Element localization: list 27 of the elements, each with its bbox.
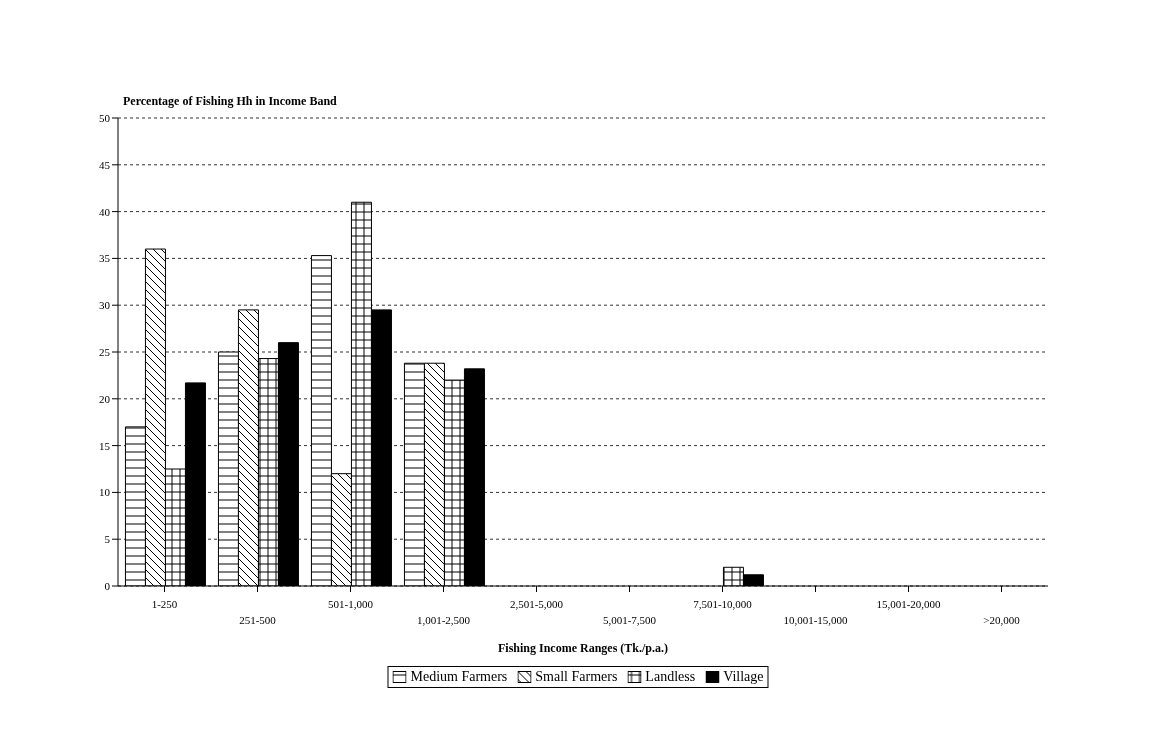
x-tick-label: 2,501-5,000 (509, 598, 564, 610)
x-tick-label: 1,001-2,500 (416, 614, 471, 626)
legend-label: Small Farmers (535, 669, 618, 685)
y-axis-title: Percentage of Fishing Hh in Income Band (123, 94, 337, 109)
x-tick-label: 5,001-7,500 (602, 614, 657, 626)
x-tick-label: 10,001-15,000 (783, 614, 849, 626)
x-tick-label: 15,001-20,000 (876, 598, 942, 610)
y-tick-label: 40 (99, 205, 111, 218)
y-tick-label: 20 (99, 392, 111, 405)
y-tick-label: 5 (104, 533, 111, 546)
x-tick-label: 1-250 (151, 598, 178, 610)
x-axis-title: Fishing Income Ranges (Tk./p.a.) (497, 641, 669, 655)
y-tick-label: 0 (104, 579, 111, 592)
y-tick-label: 10 (99, 486, 111, 499)
y-tick-label: 50 (99, 111, 111, 124)
y-tick-label: 15 (99, 439, 111, 452)
legend-label: Medium Farmers (410, 669, 508, 685)
x-tick-label: 7,501-10,000 (693, 598, 753, 610)
y-tick-label: 30 (99, 299, 111, 312)
y-tick-label: 35 (99, 252, 111, 265)
x-tick-label: 501-1,000 (328, 598, 374, 610)
x-tick-label: >20,000 (983, 614, 1021, 626)
y-tick-label: 25 (99, 345, 111, 358)
x-tick-label: 251-500 (239, 614, 277, 626)
legend-label: Village (723, 669, 764, 685)
y-tick-label: 45 (99, 158, 111, 171)
legend-label: Landless (645, 669, 696, 685)
